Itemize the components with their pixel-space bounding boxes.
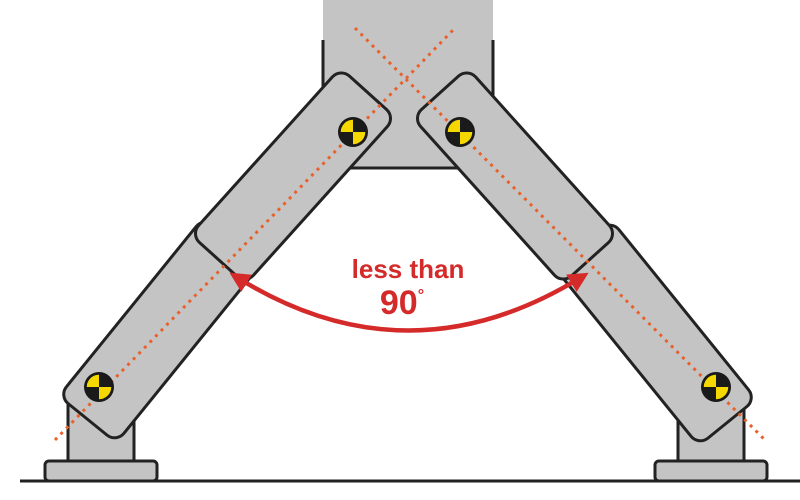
left-leg-upper [194, 71, 392, 281]
crash-test-target-icon [83, 371, 115, 403]
angle-label-line1: less than [352, 254, 465, 284]
right-leg-upper [416, 71, 614, 281]
crash-test-target-icon [337, 116, 369, 148]
angle-arrow [229, 272, 589, 333]
angle-value: 90 [380, 284, 418, 322]
crash-test-target-icon [444, 116, 476, 148]
degree-symbol: ° [418, 287, 424, 304]
angle-label-value: 90° [380, 284, 424, 322]
crash-test-target-icon [700, 371, 732, 403]
right-guide-line [353, 26, 767, 442]
